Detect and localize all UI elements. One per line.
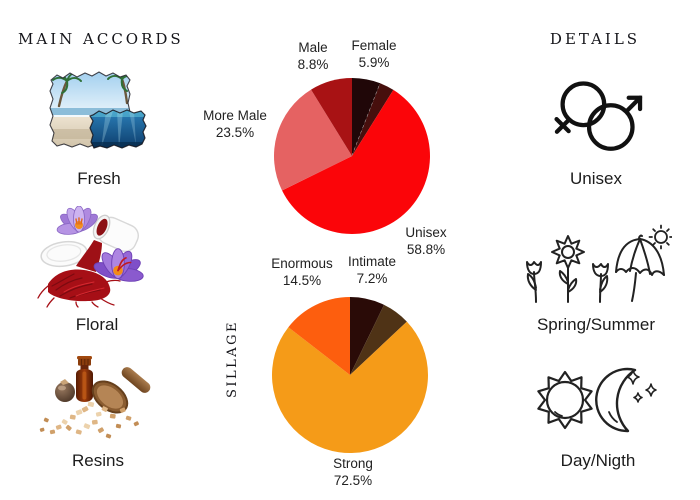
pie-slice-more-male bbox=[273, 89, 352, 191]
callout-label: Enormous bbox=[271, 256, 333, 271]
sillage-axis-title: SILLAGE bbox=[225, 319, 240, 399]
sun-large bbox=[537, 370, 593, 430]
fresh-accord-image bbox=[49, 71, 147, 149]
unisex-gender-icon bbox=[554, 81, 643, 151]
glass-jar-spilling bbox=[92, 214, 139, 253]
pie-callout-strong: Strong 72.5% bbox=[313, 455, 393, 489]
callout-pct: 8.8% bbox=[297, 57, 329, 72]
crescent-moon bbox=[595, 367, 637, 433]
glass-jar-lying bbox=[40, 240, 88, 268]
detail-label-day-night: Day/Nigth bbox=[560, 451, 636, 470]
sun-small bbox=[648, 224, 672, 250]
pie-callout-enormous: Enormous 14.5% bbox=[247, 255, 357, 289]
callout-pct: 72.5% bbox=[333, 473, 373, 488]
underwater-photo bbox=[90, 110, 146, 148]
resin-granules bbox=[39, 401, 139, 439]
pie-callout-female: Female 5.9% bbox=[339, 37, 409, 71]
tulip-left bbox=[526, 261, 542, 303]
callout-pct: 7.2% bbox=[356, 271, 388, 286]
pie-slice-unisex bbox=[282, 89, 430, 234]
callout-label: Male bbox=[298, 40, 328, 55]
sillage-votes-pie-chart bbox=[271, 297, 428, 454]
accord-label-fresh: Fresh bbox=[77, 169, 121, 188]
pie-slice-enormous bbox=[288, 297, 350, 375]
beach-photo bbox=[50, 72, 130, 147]
sun-and-moon-icon bbox=[537, 367, 657, 433]
tulip-right bbox=[592, 263, 609, 303]
pie-slice-intimate bbox=[350, 297, 385, 375]
callout-label: Unisex bbox=[405, 225, 447, 240]
main-accords-heading: MAIN ACCORDS bbox=[18, 30, 184, 48]
resins-accord-image bbox=[39, 356, 151, 439]
callout-label: More Male bbox=[203, 108, 267, 123]
floral-accord-image bbox=[37, 206, 144, 308]
crocus-flower-top bbox=[56, 206, 98, 235]
callout-label: Intimate bbox=[347, 254, 397, 269]
callout-pct: 23.5% bbox=[215, 125, 255, 140]
wooden-scoop bbox=[91, 367, 151, 414]
sunflower bbox=[551, 235, 585, 303]
pie-slice-strong bbox=[271, 321, 428, 454]
flowers-umbrella-sun-icon bbox=[526, 224, 672, 303]
detail-label-spring-summer: Spring/Summer bbox=[536, 315, 656, 334]
sparkle-stars bbox=[626, 369, 657, 403]
umbrella bbox=[615, 234, 665, 302]
pie-callout-male: Male 8.8% bbox=[278, 39, 348, 73]
details-heading: DETAILS bbox=[549, 30, 641, 48]
brush-edge-outline bbox=[89, 109, 147, 149]
callout-pct: 58.8% bbox=[406, 242, 446, 257]
pie-callout-unisex: Unisex 58.8% bbox=[386, 224, 466, 258]
callout-label: Strong bbox=[333, 456, 373, 471]
amber-bottle bbox=[76, 356, 93, 402]
gender-votes-pie-chart bbox=[273, 78, 430, 234]
stray-threads bbox=[37, 279, 121, 308]
pie-callout-intimate: Intimate 7.2% bbox=[337, 253, 407, 287]
pie-slice-unlabeled bbox=[352, 83, 394, 156]
pie-slice-unlabeled bbox=[350, 304, 407, 375]
crocus-flower-bottom bbox=[93, 248, 144, 282]
callout-pct: 5.9% bbox=[358, 55, 390, 70]
accord-label-resins: Resins bbox=[72, 451, 124, 470]
accord-label-floral: Floral bbox=[75, 315, 119, 334]
pie-slice-male bbox=[311, 78, 352, 156]
pie-callout-more-male: More Male 23.5% bbox=[180, 107, 290, 141]
callout-pct: 14.5% bbox=[282, 273, 322, 288]
callout-label: Female bbox=[351, 38, 397, 53]
detail-label-unisex: Unisex bbox=[570, 169, 622, 188]
resin-ball bbox=[55, 382, 75, 402]
saffron-threads-light bbox=[63, 281, 105, 297]
